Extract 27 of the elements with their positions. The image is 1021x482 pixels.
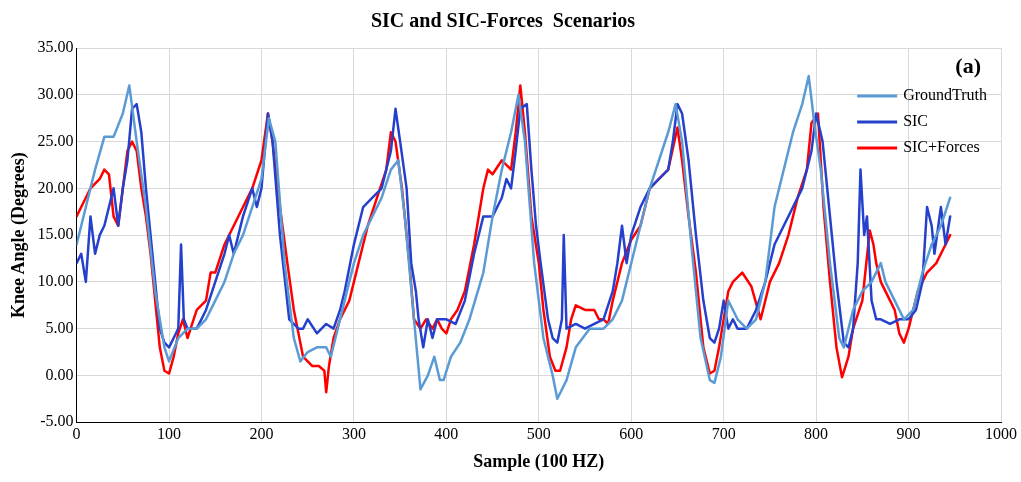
x-tick-label: 800: [804, 425, 829, 442]
legend-label: SIC: [903, 112, 929, 130]
y-axis-title: Knee Angle (Degrees): [8, 152, 30, 318]
x-tick-label: 600: [619, 425, 644, 442]
chart-title: SIC and SIC-Forces Scenarios: [370, 9, 636, 32]
y-tick-label: 10.00: [37, 272, 74, 290]
annotation: (a): [955, 52, 981, 78]
x-tick-label: 0: [72, 425, 81, 442]
y-tick-label: 15.00: [37, 225, 74, 243]
x-tick-label: 400: [434, 425, 459, 442]
y-tick-label: 35.00: [37, 38, 74, 56]
y-tick-label: 25.00: [37, 131, 74, 149]
x-tick-label: 300: [341, 425, 366, 442]
y-tick-label: 0.00: [45, 365, 74, 383]
x-tick-label: 100: [157, 425, 182, 442]
x-axis-title: Sample (100 HZ): [473, 450, 605, 472]
y-tick-label: 5.00: [45, 318, 74, 336]
x-tick-label: 500: [526, 425, 551, 442]
x-tick-label: 1000: [985, 425, 1017, 442]
y-tick-label: 30.00: [37, 84, 74, 102]
legend-label: SIC+Forces: [903, 138, 980, 156]
x-tick-label: 200: [249, 425, 274, 442]
y-tick-label: -5.00: [40, 412, 74, 430]
legend-label: GroundTruth: [903, 86, 988, 104]
x-tick-label: 700: [711, 425, 736, 442]
x-tick-label: 900: [896, 425, 921, 442]
y-tick-label: 20.00: [37, 178, 74, 196]
